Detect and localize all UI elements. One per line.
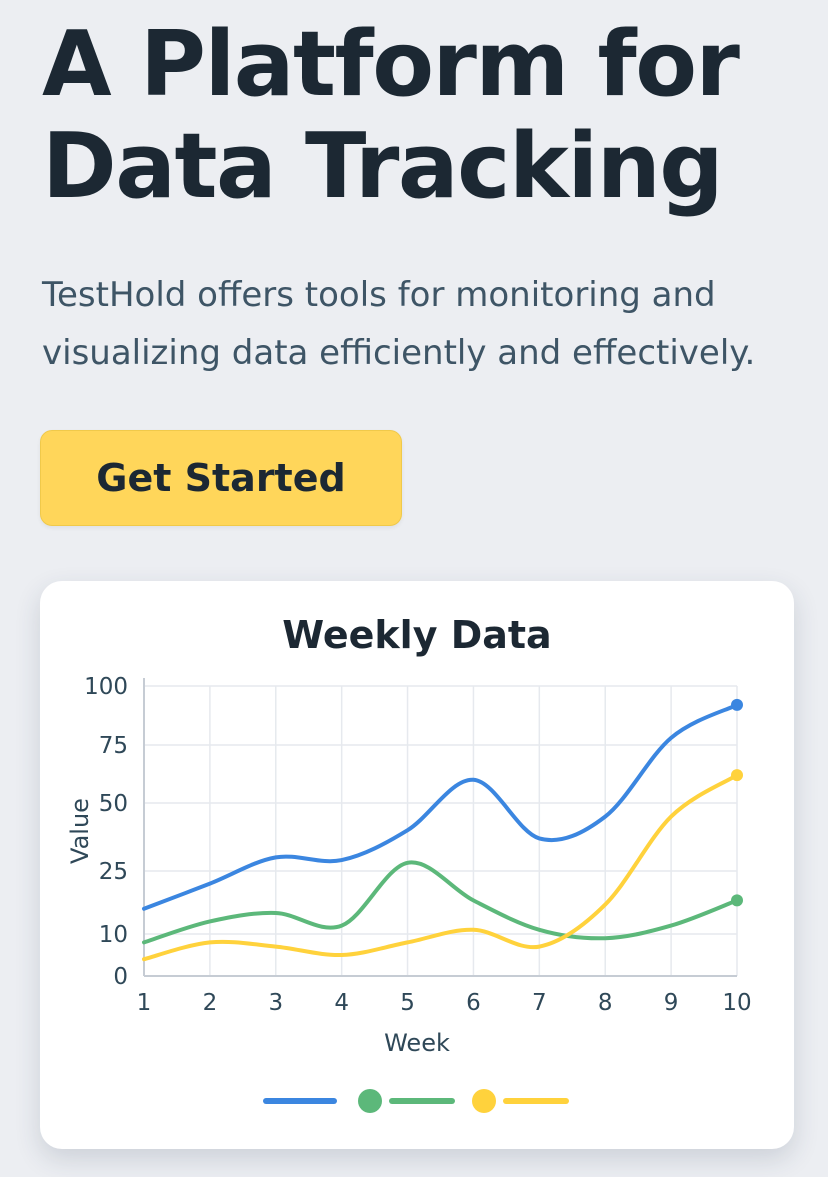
x-tick-label: 4 [334,990,349,1016]
hero-title-line-2: Data Tracking [42,114,724,219]
chart-axes: 0 10 25 50 75 100 1 2 3 4 5 6 7 8 9 10 Week Value [66,674,752,1057]
y-tick-label: 50 [99,791,128,817]
x-tick-label: 8 [598,990,613,1016]
chart-title: Weekly Data [282,613,552,657]
weekly-data-chart-card: Weekly Data 0 10 25 50 75 100 1 2 3 4 5 6 7 8 9 10 Week V… [40,581,794,1149]
hero-subtitle-line-2: visualizing data efficiently and effecti… [42,333,756,373]
legend-marker-dot-green [358,1089,382,1113]
hero-subtitle: TestHold offers tools for monitoring and… [42,266,812,382]
chart-series [142,698,743,962]
hero-title-line-1: A Platform for [42,12,740,117]
y-tick-label: 25 [99,859,128,885]
series-line-green [142,860,739,945]
y-axis-title: Value [66,798,94,864]
x-tick-label: 3 [268,990,283,1016]
y-tick-label: 0 [113,964,128,990]
x-tick-label: 7 [532,990,547,1016]
legend-marker-dot-yellow [472,1089,496,1113]
y-tick-label: 100 [84,674,128,700]
weekly-data-chart: 0 10 25 50 75 100 1 2 3 4 5 6 7 8 9 10 Week Value [66,674,752,1113]
hero-title: A Platform for Data Tracking [42,14,802,218]
series-end-point-blue [731,698,743,711]
series-line-yellow [142,773,739,962]
get-started-button[interactable]: Get Started [40,430,402,526]
x-tick-label: 10 [722,990,751,1016]
series-end-point-yellow [731,769,743,782]
x-tick-label: 2 [203,990,218,1016]
x-axis-title: Week [384,1029,450,1057]
x-tick-label: 5 [400,990,415,1016]
y-tick-label: 75 [99,733,128,759]
x-tick-label: 1 [137,990,152,1016]
x-tick-label: 9 [664,990,679,1016]
chart-legend [263,1089,569,1113]
x-tick-label: 6 [466,990,481,1016]
hero-subtitle-line-1: TestHold offers tools for monitoring and [42,275,716,315]
series-end-point-green [731,894,743,907]
series-line-blue [142,702,739,911]
y-tick-label: 10 [99,922,128,948]
